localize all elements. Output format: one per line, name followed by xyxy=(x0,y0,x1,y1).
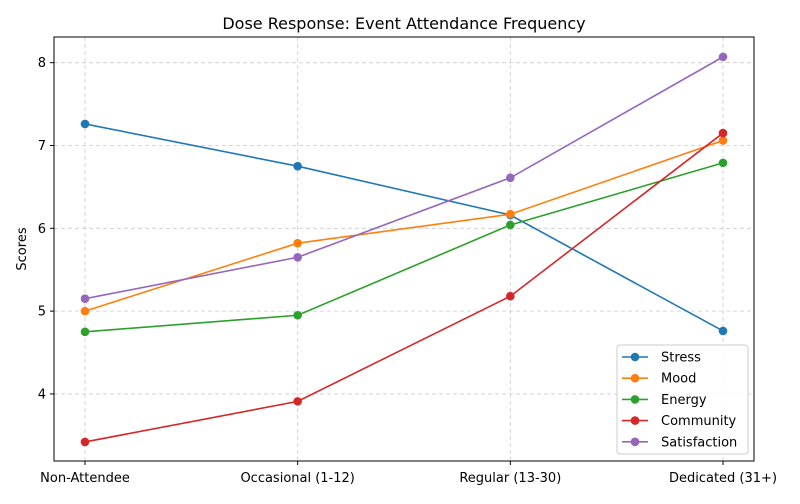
data-point xyxy=(293,252,302,262)
data-point xyxy=(293,161,302,171)
data-point xyxy=(506,173,515,183)
y-tick-label: 5 xyxy=(38,305,46,320)
series-mood xyxy=(80,136,728,316)
plot-area-frame xyxy=(53,36,755,462)
y-axis-label: Scores xyxy=(15,227,30,270)
data-point xyxy=(506,291,515,301)
data-point xyxy=(718,128,728,138)
legend-marker xyxy=(630,395,640,404)
data-point xyxy=(293,238,302,248)
chart-title: Dose Response: Event Attendance Frequenc… xyxy=(222,14,585,33)
data-point xyxy=(506,220,515,230)
series-energy xyxy=(80,158,728,337)
x-tick-label: Non-Attendee xyxy=(40,471,130,486)
legend-box xyxy=(616,344,749,455)
series-community xyxy=(80,128,728,447)
legend-marker xyxy=(630,373,640,383)
series-line xyxy=(84,139,724,312)
legend-label: Stress xyxy=(661,351,701,366)
y-tick-label: 6 xyxy=(38,222,46,237)
legend: Stress Mood Energy Community Satisfaction xyxy=(616,344,749,455)
x-tick-label: Regular (13-30) xyxy=(459,471,561,486)
series-line xyxy=(84,162,724,333)
legend-label: Mood xyxy=(661,372,696,387)
legend-marker xyxy=(630,416,640,425)
legend-marker xyxy=(630,352,640,362)
legend-label: Satisfaction xyxy=(661,435,737,450)
series-line xyxy=(84,123,724,332)
x-tick-label: Dedicated (31+) xyxy=(669,471,777,486)
y-tick-label: 4 xyxy=(38,387,46,402)
data-point xyxy=(80,306,90,316)
data-point xyxy=(718,326,728,336)
y-tick-label: 8 xyxy=(38,56,46,71)
legend-label: Community xyxy=(661,414,737,429)
data-point xyxy=(80,119,90,129)
legend-marker xyxy=(630,437,640,447)
data-point xyxy=(293,310,302,320)
data-point xyxy=(718,136,728,145)
series-stress xyxy=(80,119,728,336)
data-point xyxy=(80,437,90,447)
y-tick-label: 7 xyxy=(38,139,46,154)
data-point xyxy=(80,327,90,337)
data-point xyxy=(293,397,302,406)
series-line xyxy=(84,132,724,443)
series-line xyxy=(84,56,724,300)
data-point xyxy=(80,294,90,303)
data-point xyxy=(506,209,515,219)
series-satisfaction xyxy=(80,52,728,303)
data-point xyxy=(718,52,728,62)
data-point xyxy=(718,158,728,168)
legend-label: Energy xyxy=(661,393,707,408)
x-tick-label: Occasional (1-12) xyxy=(240,471,354,486)
